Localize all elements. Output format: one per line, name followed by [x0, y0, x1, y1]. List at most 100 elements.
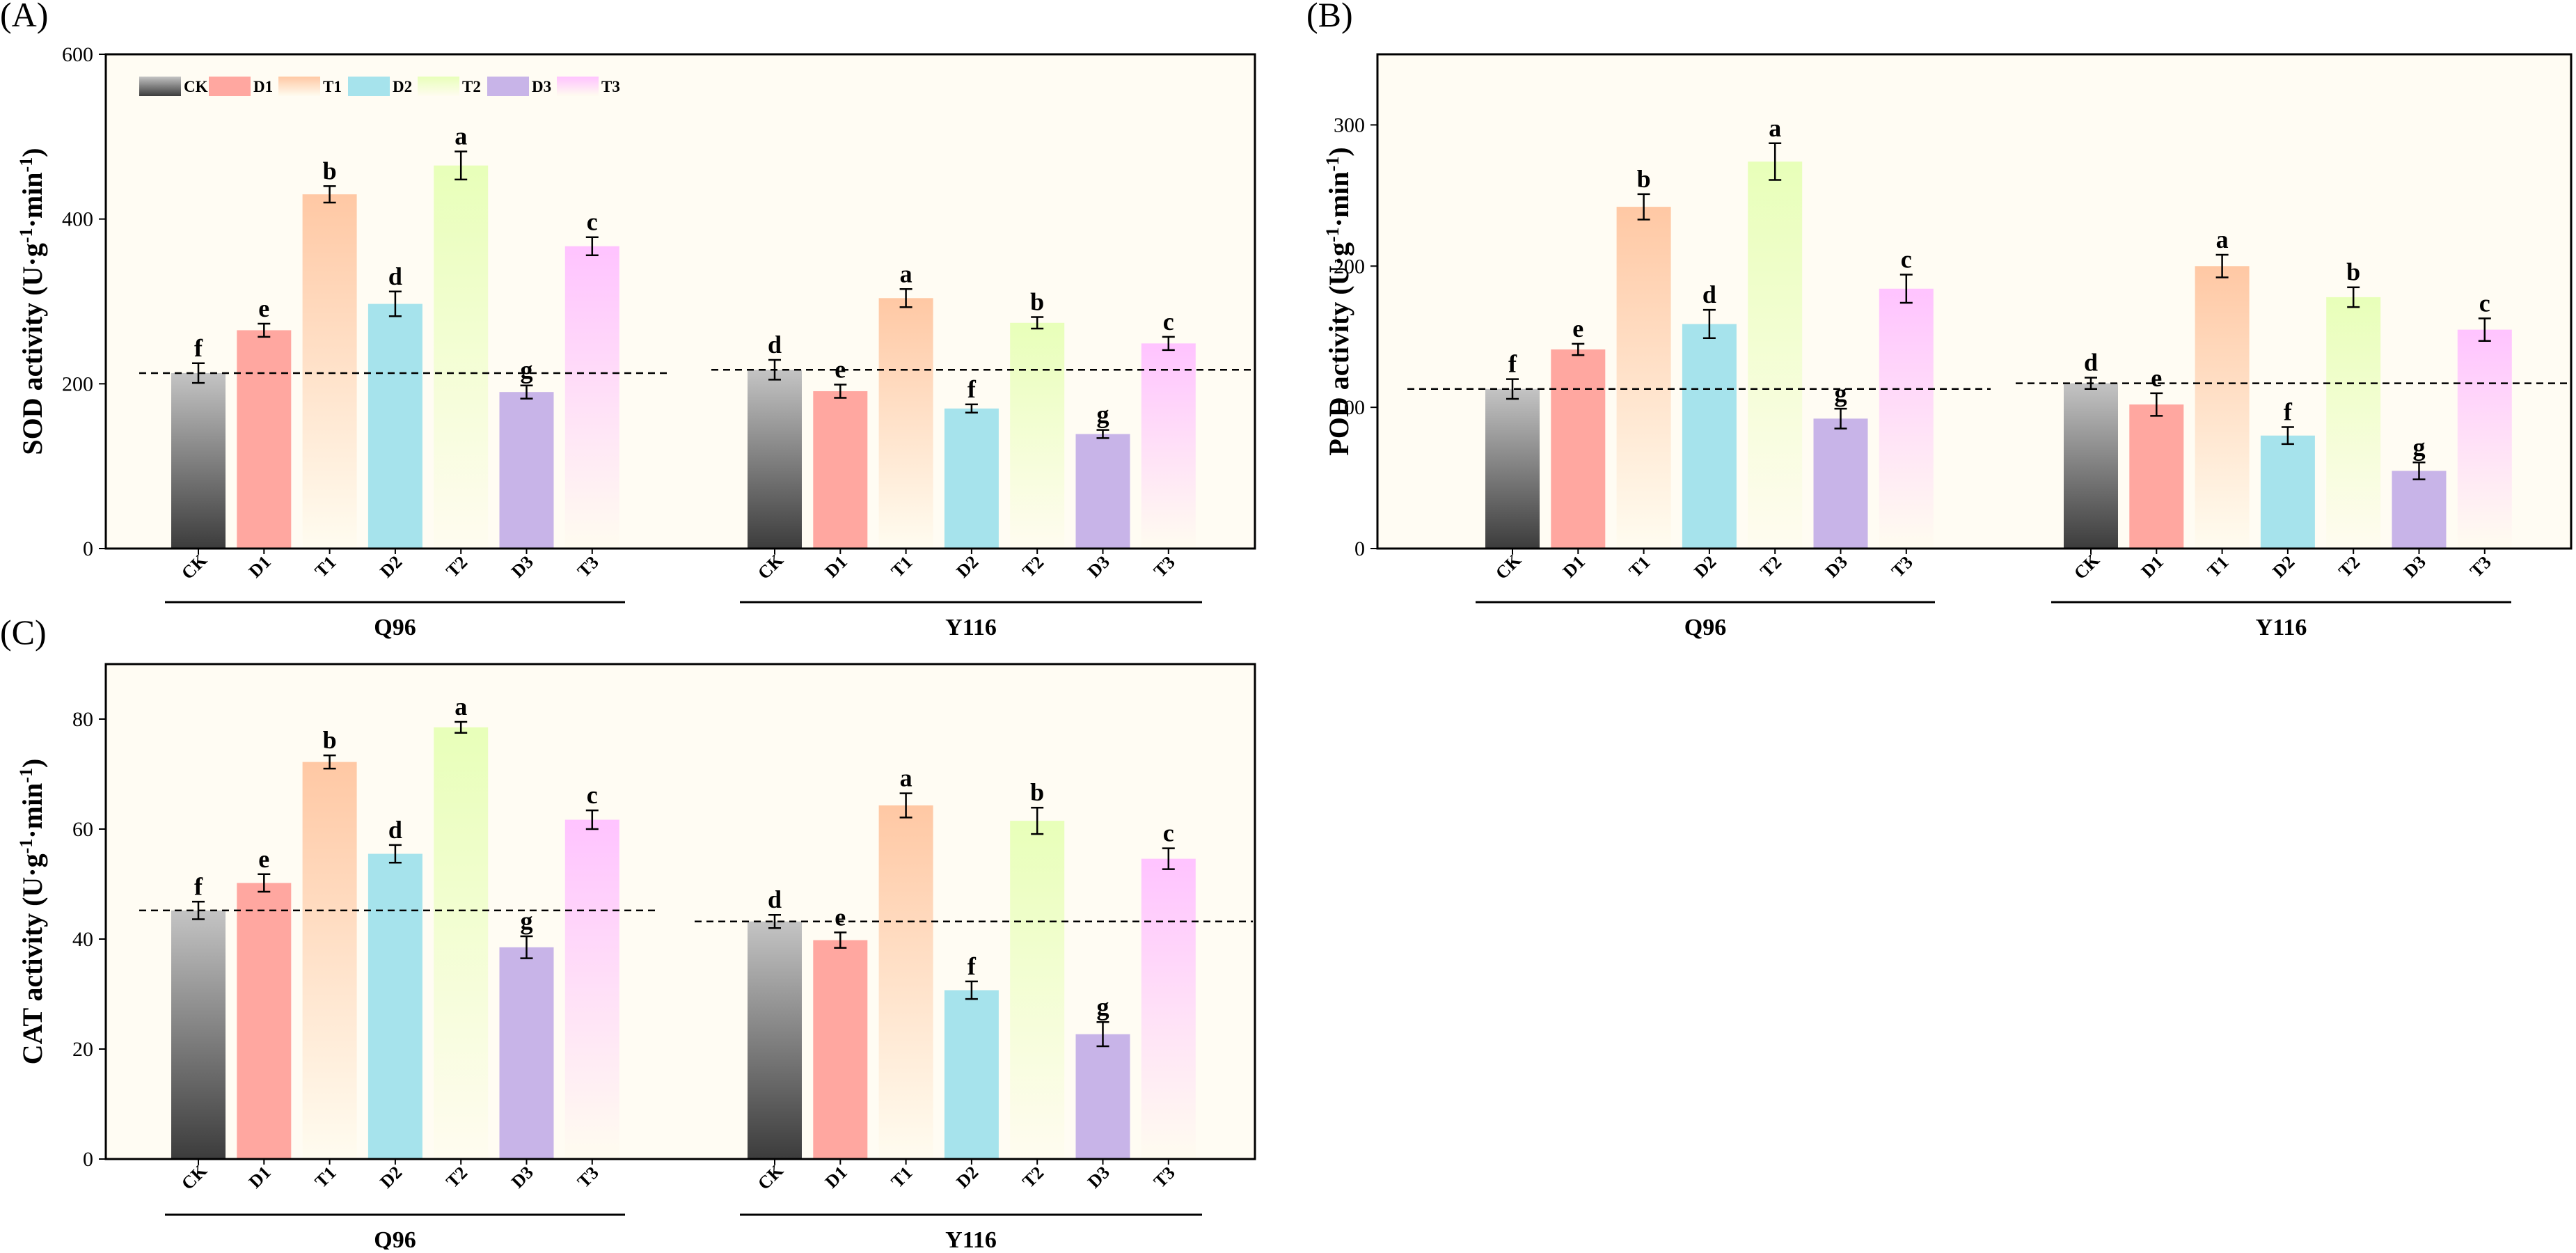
significance-letter: f [967, 375, 977, 403]
group-label: Y116 [2256, 615, 2307, 640]
y-axis-label-part: ) [1323, 147, 1354, 156]
x-tick-label: T2 [442, 1163, 471, 1192]
x-tick-label: T1 [887, 1163, 917, 1192]
y-tick-label: 20 [72, 1038, 93, 1061]
significance-letter: c [587, 208, 598, 236]
bar-y116-d1 [813, 391, 868, 549]
panel-label: (A) [0, 0, 48, 34]
bar-q96-t1 [302, 762, 357, 1159]
bar-q96-t2 [434, 727, 489, 1159]
y-axis-label-part: -1 [1322, 227, 1343, 242]
legend-label: T1 [323, 78, 342, 95]
x-tick-label: CK [754, 1160, 788, 1194]
significance-letter: b [323, 726, 337, 754]
x-tick-label: CK [177, 549, 212, 583]
x-tick-label: T1 [887, 552, 917, 581]
group-label: Y116 [945, 615, 997, 640]
bar-y116-t3 [1141, 343, 1196, 549]
significance-letter: f [2284, 398, 2293, 426]
significance-letter: a [455, 123, 467, 150]
significance-letter: e [1572, 315, 1583, 342]
x-tick-label: T3 [574, 1163, 603, 1192]
significance-letter: d [768, 885, 782, 913]
x-tick-label: T3 [1150, 1163, 1179, 1192]
bar-q96-d2 [368, 853, 422, 1159]
y-tick-label: 200 [62, 372, 93, 395]
x-tick-label: T1 [311, 552, 340, 581]
y-axis-label-part: -1 [16, 228, 36, 243]
bar-y116-t1 [878, 298, 933, 549]
significance-letter: c [587, 781, 598, 809]
x-tick-label: T3 [574, 552, 603, 581]
significance-letter: f [967, 952, 977, 980]
group-q96: f CK e D1 b T1 d D2 a T2 g D3 c T3 Q96 [1407, 114, 1991, 640]
x-tick-label: D2 [952, 552, 982, 582]
y-axis-label-part: SOD activity (U·g [17, 243, 48, 455]
y-axis-label-part: POD activity (U·g [1323, 242, 1354, 456]
y-tick-label: 100 [1334, 396, 1365, 419]
panel-label: (B) [1306, 0, 1353, 34]
significance-letter: e [2151, 364, 2162, 392]
y-axis-label-part: ) [17, 148, 48, 157]
x-tick-label: D1 [821, 552, 851, 582]
significance-letter: f [194, 872, 203, 900]
y-axis-label-part: -1 [1322, 157, 1343, 172]
y-axis-label-part: ·min [1323, 171, 1354, 227]
plot-frame [104, 53, 1256, 550]
y-tick-label: 600 [62, 43, 93, 66]
significance-letter: g [521, 907, 533, 935]
y-axis-label-part: -1 [16, 157, 36, 173]
chart-panel-a: (A) 0 200 400 600 SOD activity (U·g-1·min-1) f… [0, 0, 1256, 640]
x-tick-label: D3 [1822, 552, 1851, 582]
plot-frame [104, 663, 1256, 1160]
group-label: Q96 [374, 1227, 416, 1250]
bar-y116-d2 [2260, 435, 2315, 549]
significance-letter: b [1030, 778, 1044, 806]
significance-letter: f [194, 334, 203, 362]
y-tick-label: 0 [83, 537, 93, 560]
y-tick-label: 400 [62, 208, 93, 231]
x-tick-label: CK [1492, 549, 1526, 583]
bar-y116-d1 [2129, 404, 2184, 549]
bar-y116-t2 [2326, 297, 2381, 549]
significance-letter: c [1163, 819, 1174, 847]
significance-letter: d [2084, 349, 2098, 377]
bar-q96-t3 [1879, 288, 1934, 549]
y-tick-label: 60 [72, 818, 93, 841]
bar-y116-d3 [2392, 471, 2447, 549]
bar-y116-ck [748, 921, 802, 1159]
y-axis-label-part: CAT activity (U·g [17, 853, 48, 1064]
x-tick-label: D1 [1559, 552, 1589, 582]
bar-y116-d3 [1075, 434, 1130, 549]
panel-label: (C) [0, 613, 47, 652]
x-tick-label: T2 [442, 552, 471, 581]
bar-y116-t2 [1010, 322, 1065, 549]
significance-letter: a [455, 693, 467, 720]
bar-y116-ck [748, 370, 802, 549]
x-tick-label: CK [754, 549, 788, 583]
group-label: Q96 [374, 615, 416, 640]
group-y116: d CK e D1 a T1 f D2 b T2 g D3 c T3 Y116 [711, 260, 1253, 640]
significance-letter: e [835, 904, 846, 931]
legend-swatch-t3 [557, 77, 599, 96]
significance-letter: d [1702, 281, 1716, 308]
bar-q96-d1 [237, 330, 292, 549]
significance-letter: c [1901, 245, 1912, 273]
bar-q96-d1 [1551, 349, 1606, 549]
significance-letter: a [900, 764, 912, 792]
y-tick-label: 300 [1334, 113, 1365, 136]
bar-q96-d3 [1813, 418, 1868, 549]
bar-y116-t1 [878, 805, 933, 1159]
significance-letter: c [1163, 308, 1174, 336]
bar-y116-t3 [2457, 329, 2512, 549]
significance-letter: d [388, 262, 402, 290]
x-tick-label: D2 [952, 1163, 982, 1192]
x-tick-label: D2 [376, 552, 406, 582]
significance-letter: e [835, 356, 846, 384]
y-axis-label: POD activity (U·g-1·min-1) [1322, 147, 1354, 455]
significance-letter: b [1030, 287, 1044, 315]
bar-y116-t1 [2195, 266, 2250, 549]
y-axis-label: SOD activity (U·g-1·min-1) [16, 148, 48, 455]
y-tick-label: 0 [1354, 537, 1365, 560]
y-tick-label: 80 [72, 708, 93, 731]
